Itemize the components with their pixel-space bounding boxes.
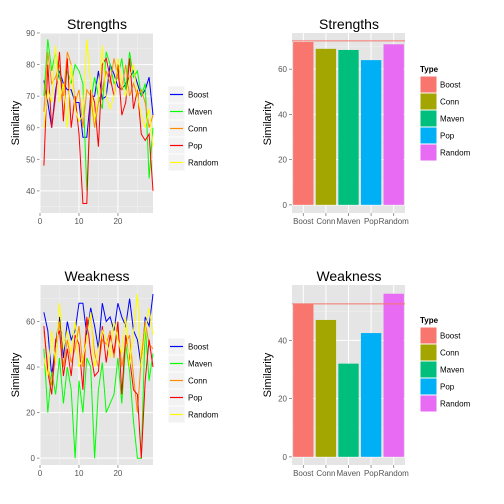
legend-swatch-maven [420, 110, 437, 127]
x-tick-label: Pop [364, 469, 379, 478]
y-axis-label: Similarity [262, 100, 274, 145]
chart-title: Strengths [67, 16, 127, 32]
legend-swatch-pop [420, 127, 437, 144]
x-tick-label: Maven [336, 469, 360, 478]
legend-label: Boost [188, 91, 209, 100]
legend-label: Conn [440, 349, 459, 358]
x-tick-label: Conn [316, 469, 335, 478]
bar-maven [338, 49, 359, 205]
legend-label: Random [440, 400, 471, 409]
legend-swatch-conn [420, 344, 437, 361]
y-tick-label: 20 [26, 409, 35, 418]
legend-title: Type [420, 65, 439, 74]
bar-boost [293, 42, 314, 205]
x-tick-label: Random [379, 469, 410, 478]
y-tick-label: 80 [26, 61, 35, 70]
y-tick-label: 20 [278, 156, 287, 165]
y-tick-label: 60 [26, 317, 35, 326]
series-line-pop [43, 51, 154, 204]
y-axis-label: Similarity [10, 352, 22, 397]
x-tick-label: 10 [75, 469, 84, 478]
chart-title: Strengths [319, 16, 379, 32]
chart-panel-2: Weakness Similarity 0 20 40 60 0 10 20 Boost Maven… [10, 268, 219, 478]
legend-label: Pop [440, 383, 455, 392]
y-tick-label: 40 [278, 110, 287, 119]
chart-panel-0: Strengths Similarity 40 50 60 70 80 90 0 10 20 Boos… [10, 16, 219, 226]
legend-label: Conn [440, 98, 459, 107]
y-tick-label: 60 [278, 65, 287, 74]
x-tick-label: Boost [293, 469, 314, 478]
legend-swatch-pop [420, 378, 437, 395]
y-tick-label: 0 [283, 201, 288, 210]
bar-pop [360, 333, 382, 457]
y-axis-label: Similarity [262, 352, 274, 397]
y-tick-label: 50 [26, 155, 35, 164]
legend-label: Maven [188, 108, 212, 117]
y-tick-label: 0 [283, 453, 288, 462]
legend-swatch-boost [420, 327, 437, 344]
legend-label: Pop [188, 142, 203, 151]
bar-boost [293, 303, 314, 457]
legend-label: Random [188, 159, 219, 168]
legend-label: Boost [440, 81, 461, 90]
legend-label: Conn [188, 377, 207, 386]
legend-swatch-maven [420, 361, 437, 378]
legend-label: Maven [440, 366, 464, 375]
series-line-random [43, 294, 154, 377]
y-tick-label: 40 [26, 363, 35, 372]
series-line-conn [43, 51, 154, 128]
legend-swatch-random [420, 144, 437, 161]
x-tick-label: Pop [364, 217, 379, 226]
y-tick-label: 70 [26, 92, 35, 101]
series-line-maven [43, 325, 154, 459]
y-tick-label: 90 [26, 29, 35, 38]
x-tick-label: Conn [316, 217, 335, 226]
x-tick-label: 0 [38, 469, 43, 478]
x-tick-label: Boost [293, 217, 314, 226]
legend-swatch-boost [420, 76, 437, 93]
legend-swatch-random [420, 395, 437, 412]
y-axis-label: Similarity [10, 100, 22, 145]
legend-label: Pop [440, 132, 455, 141]
x-tick-label: 0 [38, 217, 43, 226]
y-tick-label: 20 [278, 395, 287, 404]
y-tick-label: 40 [278, 336, 287, 345]
bar-conn [315, 319, 337, 457]
plot-panel [40, 285, 153, 465]
x-tick-label: 10 [75, 217, 84, 226]
legend-title: Type [420, 316, 439, 325]
y-tick-label: 40 [26, 187, 35, 196]
y-tick-label: 60 [26, 124, 35, 133]
x-tick-label: Random [379, 217, 410, 226]
y-tick-label: 0 [31, 454, 36, 463]
legend-label: Random [188, 411, 219, 420]
bar-random [383, 44, 404, 205]
series-line-pop [43, 316, 154, 459]
legend-label: Boost [440, 332, 461, 341]
legend-label: Maven [440, 115, 464, 124]
x-tick-label: 20 [113, 217, 122, 226]
series-line-random [43, 39, 154, 147]
bar-conn [315, 48, 337, 205]
bar-maven [338, 363, 359, 457]
legend-label: Pop [188, 394, 203, 403]
legend-label: Random [440, 149, 471, 158]
legend-label: Conn [188, 125, 207, 134]
chart-title: Weakness [316, 268, 381, 284]
chart-title: Weakness [64, 268, 129, 284]
legend-label: Boost [188, 343, 209, 352]
legend-label: Maven [188, 360, 212, 369]
bar-pop [360, 60, 382, 205]
x-tick-label: 20 [113, 469, 122, 478]
bar-random [383, 293, 404, 457]
x-tick-label: Maven [336, 217, 360, 226]
legend-swatch-conn [420, 93, 437, 110]
